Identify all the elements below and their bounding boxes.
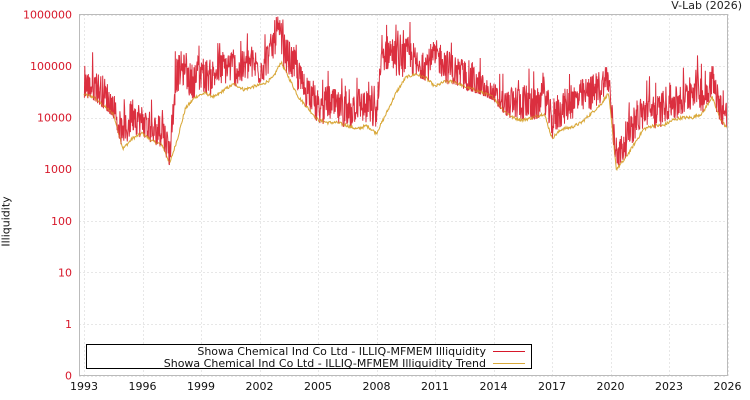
x-tick-label: 2008 bbox=[363, 380, 391, 393]
y-tick-label: 100000 bbox=[30, 60, 72, 73]
y-tick-label: 1000000 bbox=[23, 9, 72, 22]
legend-label-illiquidity: Showa Chemical Ind Co Ltd - ILLIQ-MFMEM … bbox=[197, 345, 486, 358]
x-tick-label: 2017 bbox=[538, 380, 566, 393]
plot-frame bbox=[79, 14, 728, 376]
credit-label: V-Lab (2026) bbox=[671, 0, 742, 12]
y-tick-label: 100 bbox=[51, 215, 72, 228]
x-axis-ticks: 1993 1996 1999 2002 2005 2008 2011 2014 2017 2020… bbox=[70, 380, 742, 393]
x-tick-label: 2020 bbox=[597, 380, 625, 393]
legend: Showa Chemical Ind Co Ltd - ILLIQ-MFMEM … bbox=[86, 344, 532, 370]
y-tick-label: 0 bbox=[65, 370, 72, 383]
trend-series-line-overlay bbox=[83, 60, 728, 171]
x-tick-label: 2005 bbox=[304, 380, 332, 393]
x-tick-label: 1993 bbox=[70, 380, 98, 393]
y-axis-ticks: 0 1 10 100 1000 10000 100000 1000000 bbox=[23, 9, 72, 383]
y-tick-label: 10 bbox=[58, 266, 72, 279]
x-tick-label: 2002 bbox=[246, 380, 274, 393]
x-tick-label: 1999 bbox=[187, 380, 215, 393]
y-tick-label: 10000 bbox=[37, 112, 72, 125]
plot-lines bbox=[83, 16, 728, 171]
y-tick-label: 1 bbox=[65, 318, 72, 331]
y-axis-label: Illiquidity bbox=[0, 196, 13, 247]
x-tick-label: 2026 bbox=[714, 380, 742, 393]
legend-box bbox=[86, 344, 532, 369]
y-tick-label: 1000 bbox=[44, 163, 72, 176]
legend-label-trend: Showa Chemical Ind Co Ltd - ILLIQ-MFMEM … bbox=[164, 357, 486, 370]
x-tick-label: 1996 bbox=[129, 380, 157, 393]
x-tick-label: 2023 bbox=[655, 380, 683, 393]
x-tick-label: 2014 bbox=[480, 380, 508, 393]
illiquidity-series-line bbox=[83, 16, 728, 166]
x-tick-label: 2011 bbox=[421, 380, 449, 393]
